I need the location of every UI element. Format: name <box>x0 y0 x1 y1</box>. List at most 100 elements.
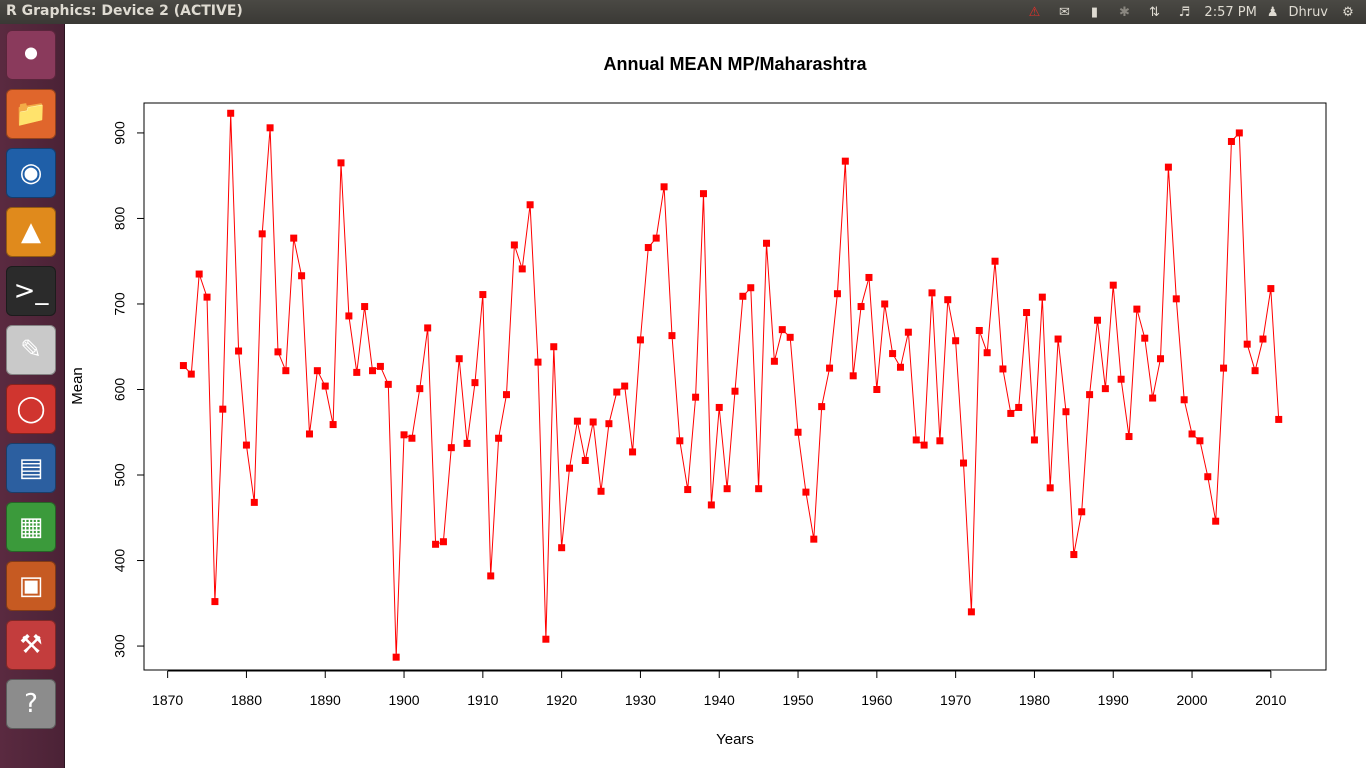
data-point <box>944 296 952 304</box>
data-point <box>227 109 235 117</box>
data-point <box>889 350 897 358</box>
data-point <box>534 358 542 366</box>
data-point <box>463 439 471 447</box>
data-point <box>353 368 361 376</box>
data-point <box>573 417 581 425</box>
data-point <box>833 290 841 298</box>
data-point <box>1204 473 1212 481</box>
data-point <box>1007 409 1015 417</box>
data-point <box>361 303 369 311</box>
data-point <box>566 464 574 472</box>
data-point <box>345 312 353 320</box>
data-point <box>1227 137 1235 145</box>
warning-icon[interactable]: ⚠ <box>1028 4 1041 20</box>
data-point <box>550 343 558 351</box>
data-point <box>660 183 668 191</box>
data-point <box>826 364 834 372</box>
impress-icon[interactable]: ▣ <box>6 561 56 611</box>
vlc-icon[interactable]: ▲ <box>6 207 56 257</box>
data-point <box>1212 517 1220 525</box>
data-point <box>589 418 597 426</box>
chart-title: Annual MEAN MP/Maharashtra <box>603 54 867 74</box>
data-point <box>195 270 203 278</box>
data-point <box>1267 285 1275 293</box>
data-point <box>447 444 455 452</box>
x-tick-label: 1960 <box>861 692 892 708</box>
clock[interactable]: 2:57 PM <box>1204 4 1257 20</box>
data-point <box>597 487 605 495</box>
data-point <box>369 367 377 375</box>
text-editor-icon[interactable]: ✎ <box>6 325 56 375</box>
x-tick-label: 1980 <box>1019 692 1050 708</box>
files-icon[interactable]: 📁 <box>6 89 56 139</box>
firefox-icon[interactable]: ◉ <box>6 148 56 198</box>
data-point <box>1078 508 1086 516</box>
data-point <box>904 328 912 336</box>
mail-icon[interactable]: ✉ <box>1058 4 1070 20</box>
data-point <box>408 434 416 442</box>
data-point <box>290 234 298 242</box>
writer-icon[interactable]: ▤ <box>6 443 56 493</box>
data-point <box>644 244 652 252</box>
terminal-icon[interactable]: >_ <box>6 266 56 316</box>
x-tick-label: 1890 <box>310 692 341 708</box>
data-point <box>983 349 991 357</box>
data-point <box>613 388 621 396</box>
x-tick-label: 1870 <box>152 692 183 708</box>
data-point <box>731 387 739 395</box>
data-point <box>1046 484 1054 492</box>
data-point <box>1038 293 1046 301</box>
data-point <box>384 380 392 388</box>
data-point <box>621 382 629 390</box>
data-point <box>502 391 510 399</box>
y-axis: 300 400 500 600 700 800 900 <box>112 121 145 658</box>
x-tick-label: 1900 <box>388 692 419 708</box>
data-point <box>337 159 345 167</box>
data-point <box>1093 316 1101 324</box>
x-tick-label: 1990 <box>1098 692 1129 708</box>
data-point <box>424 324 432 332</box>
launcher: ⚫ 📁 ◉ ▲ >_ ✎ ◯ ▤ ▦ ▣ ⚒? <box>0 24 65 768</box>
x-tick-label: 1920 <box>546 692 577 708</box>
data-point <box>329 421 337 429</box>
gear-icon[interactable]: ⚙ <box>1342 4 1354 20</box>
system-settings-icon[interactable]: ⚒ <box>6 620 56 670</box>
document-viewer-icon[interactable]: ◯ <box>6 384 56 434</box>
x-tick-label: 1940 <box>704 692 735 708</box>
data-point <box>755 485 763 493</box>
data-point <box>786 333 794 341</box>
data-point <box>1243 340 1251 348</box>
workspace-switcher-icon[interactable]: ? <box>6 679 56 729</box>
user-name[interactable]: Dhruv <box>1288 4 1328 20</box>
data-point <box>274 348 282 356</box>
network-icon[interactable]: ⇅ <box>1148 4 1160 20</box>
data-point <box>952 337 960 345</box>
data-point <box>542 635 550 643</box>
bluetooth-icon[interactable]: ✱ <box>1118 4 1130 20</box>
x-tick-label: 1880 <box>231 692 262 708</box>
data-point <box>857 303 865 311</box>
y-tick-label: 300 <box>112 634 128 658</box>
battery-icon[interactable]: ▮ <box>1090 4 1098 20</box>
data-point <box>1220 364 1228 372</box>
data-point <box>1172 295 1180 303</box>
y-tick-label: 500 <box>112 463 128 487</box>
data-point <box>258 230 266 238</box>
volume-icon[interactable]: ♬ <box>1178 4 1191 20</box>
series-line <box>183 113 1280 658</box>
data-point <box>794 428 802 436</box>
data-point <box>1180 396 1188 404</box>
data-point <box>298 272 306 280</box>
data-point <box>778 326 786 334</box>
data-point <box>636 336 644 344</box>
data-point <box>763 239 771 247</box>
dash-icon[interactable]: ⚫ <box>6 30 56 80</box>
data-point <box>967 608 975 616</box>
data-point <box>313 367 321 375</box>
calc-icon[interactable]: ▦ <box>6 502 56 552</box>
data-point <box>865 273 873 281</box>
data-point <box>928 289 936 297</box>
data-point <box>510 241 518 249</box>
data-point <box>179 362 187 370</box>
data-point <box>668 332 676 340</box>
